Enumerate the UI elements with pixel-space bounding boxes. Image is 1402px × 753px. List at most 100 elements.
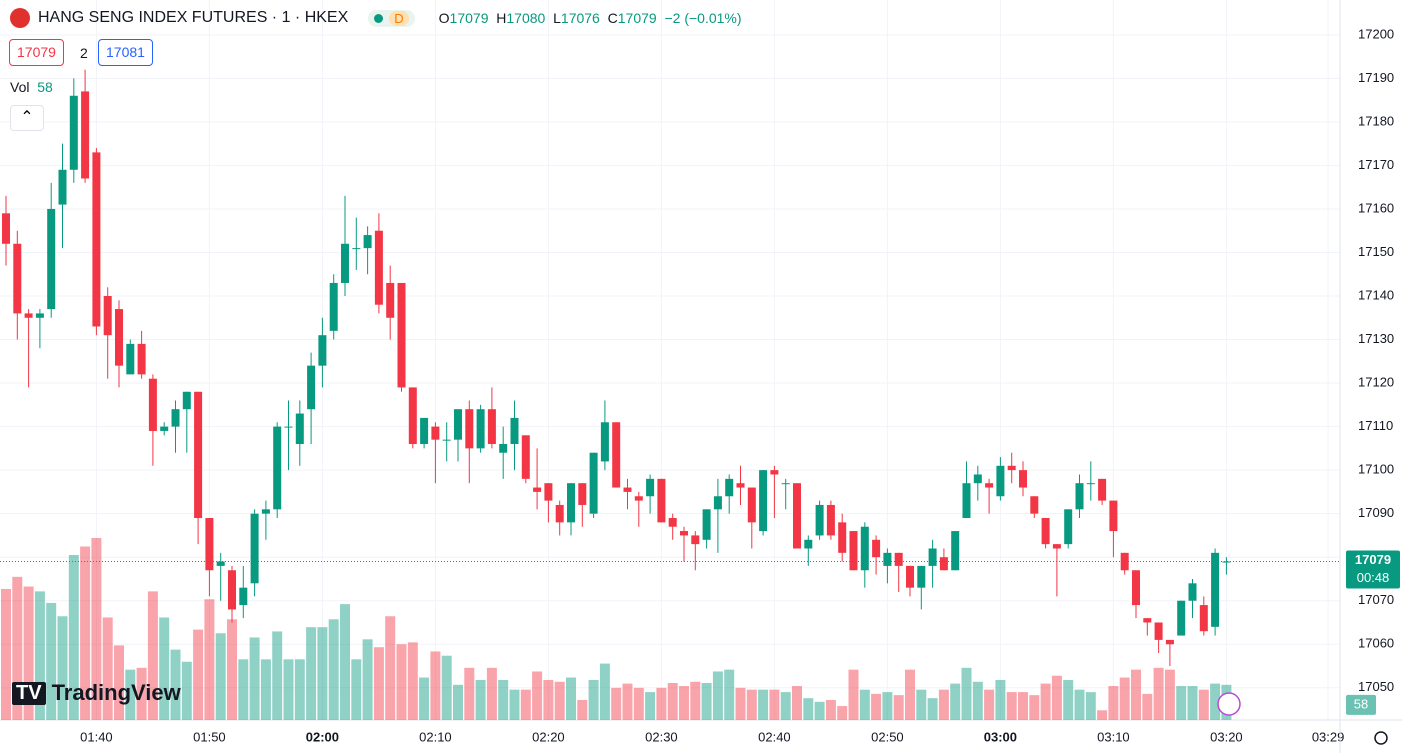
symbol-title: HANG SENG INDEX FUTURES · 1 · HKEX [38, 9, 349, 26]
candle-body [171, 409, 180, 427]
volume-bar [792, 686, 802, 720]
y-tick-label: 17150 [1358, 244, 1394, 259]
y-tick-label: 17190 [1358, 70, 1394, 85]
ohlc-value: 17080 [506, 10, 546, 26]
y-tick-label: 17200 [1358, 26, 1394, 41]
volume-bar [814, 701, 825, 720]
candle-body [137, 343, 146, 375]
volume-bar [12, 576, 23, 720]
volume-bar [656, 687, 667, 720]
market-status[interactable]: D [368, 9, 415, 27]
volume-bar [803, 698, 814, 720]
volume-bar [373, 647, 384, 720]
header: HANG SENG INDEX FUTURES · 1 · HKEX D O17… [10, 8, 742, 28]
volume-bar [170, 649, 181, 720]
candle-body [1154, 622, 1163, 640]
candle-body [420, 417, 429, 445]
volume-bar [1063, 679, 1074, 720]
candle-body [939, 557, 948, 571]
candle-body [295, 413, 304, 445]
candle-body [1019, 470, 1027, 488]
volume-bar [1153, 667, 1164, 720]
volume-bar [972, 681, 983, 720]
candle-body [2, 213, 10, 244]
volume-bar [554, 681, 565, 720]
volume-bar [1006, 692, 1017, 720]
candle-body [951, 531, 960, 571]
candle-body [205, 518, 214, 571]
volume-bar [577, 699, 588, 720]
volume-bar [1097, 710, 1108, 720]
volume-bar [690, 681, 701, 720]
candle-body [318, 335, 327, 366]
candle-body [555, 504, 564, 523]
settings-icon[interactable] [1374, 731, 1388, 745]
ohlc-value: 17079 [617, 10, 657, 26]
volume-value: 58 [37, 79, 53, 95]
volume-bar [136, 667, 147, 720]
volume-bar [475, 679, 486, 720]
volume-bar [68, 554, 79, 720]
candle-body [126, 343, 135, 375]
alert-icon[interactable] [1217, 692, 1241, 716]
status-dot [374, 13, 384, 23]
volume-bar [1164, 669, 1175, 720]
volume-bar [362, 639, 373, 720]
y-tick-label: 17060 [1358, 636, 1394, 651]
volume-bar [1018, 692, 1028, 720]
volume-bar [204, 599, 215, 720]
candle-body [216, 561, 225, 566]
volume-bar [871, 693, 882, 720]
volume-bar [532, 671, 543, 720]
candle-body [646, 478, 655, 497]
volume-bar [441, 655, 452, 720]
candle-body [1177, 600, 1186, 636]
y-tick-label: 17070 [1358, 592, 1394, 607]
candle-body [454, 409, 462, 440]
candle-body [1132, 570, 1140, 606]
candle-body [476, 409, 485, 449]
volume-bar [724, 669, 735, 720]
y-tick-label: 17160 [1358, 200, 1394, 215]
candle-body [47, 208, 56, 310]
candle-body [431, 426, 440, 440]
volume-bar [430, 651, 441, 720]
volume-bar [91, 538, 102, 720]
candle-body [1188, 583, 1197, 601]
volume-bar [1131, 669, 1141, 720]
volume-bar [1074, 689, 1085, 720]
volume-bar [848, 669, 859, 720]
sell-button[interactable]: 17079 [9, 39, 64, 66]
volume-bar [407, 642, 418, 720]
candle-body [691, 535, 700, 545]
candle-body [408, 387, 417, 445]
collapse-button[interactable]: ⌃ [10, 105, 44, 131]
buy-button[interactable]: 17081 [98, 39, 153, 66]
volume-bar [340, 604, 350, 720]
volume-bar [735, 687, 746, 720]
volume-bar [1108, 686, 1119, 720]
volume-bar [645, 692, 656, 720]
volume-bar [181, 661, 192, 720]
volume-bar [486, 667, 497, 720]
volume-bar [272, 631, 283, 720]
candle-body [623, 487, 632, 492]
candle-body [589, 452, 598, 514]
volume-bar [633, 687, 644, 720]
candle-body [736, 483, 745, 488]
candle-body [533, 487, 542, 492]
candle-body [634, 496, 643, 501]
candle-body [860, 526, 869, 571]
candle-body [793, 483, 801, 549]
candle-body [928, 548, 937, 566]
candle-body [103, 296, 112, 336]
volume-bar [1029, 695, 1040, 720]
volume-bar [193, 629, 204, 720]
x-tick-label: 02:00 [306, 729, 339, 744]
volume-bar [351, 659, 362, 720]
candle-body [386, 282, 395, 318]
ohlc-label: C [607, 10, 618, 26]
candle-body [804, 539, 813, 549]
candle-body [115, 309, 123, 366]
candle-body [1086, 483, 1095, 485]
